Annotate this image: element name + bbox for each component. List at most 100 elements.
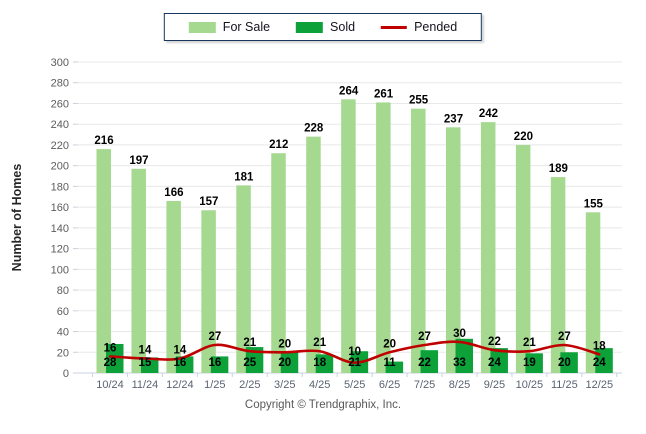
- y-axis-tick-label: 240: [51, 119, 69, 131]
- sold-value-label: 24: [488, 357, 501, 369]
- sold-bar: [420, 350, 439, 373]
- legend-item-pended: Pended: [381, 20, 457, 34]
- x-axis-label: 11/24: [132, 379, 159, 391]
- y-axis-title: Number of Homes: [10, 164, 24, 272]
- pended-value-label: 27: [208, 331, 221, 343]
- pended-value-label: 14: [174, 344, 187, 356]
- x-axis-label: 5/25: [344, 379, 365, 391]
- pended-value-label: 14: [139, 344, 152, 356]
- copyright-text: Copyright © Trendgraphix, Inc.: [244, 399, 402, 411]
- y-axis-tick-label: 220: [51, 140, 69, 152]
- for-sale-swatch-icon: [188, 21, 216, 33]
- y-axis-tick-label: 280: [51, 78, 69, 90]
- y-axis-tick-label: 80: [57, 285, 69, 297]
- sold-bar: [245, 347, 264, 373]
- for-sale-bar: [585, 212, 601, 373]
- sold-bar: [140, 357, 159, 373]
- legend: For Sale Sold Pended: [163, 13, 483, 41]
- pended-value-label: 30: [453, 328, 466, 340]
- for-sale-bar: [411, 108, 426, 374]
- pended-value-label: 18: [593, 340, 606, 352]
- sold-value-label: 15: [139, 357, 152, 369]
- x-axis-label: 6/25: [379, 379, 400, 391]
- legend-item-for-sale: For Sale: [188, 20, 271, 34]
- for-sale-bar: [131, 168, 146, 373]
- for-sale-bar: [166, 200, 181, 373]
- y-axis-tick-label: 60: [57, 306, 69, 318]
- y-axis-tick-label: 300: [51, 57, 69, 69]
- for-sale-value-label: 197: [129, 155, 148, 167]
- y-axis-tick-label: 140: [51, 223, 69, 235]
- pended-value-label: 10: [348, 346, 361, 358]
- pended-value-label: 27: [558, 331, 571, 343]
- for-sale-value-label: 166: [164, 187, 183, 199]
- sold-value-label: 11: [384, 357, 397, 369]
- for-sale-bar: [550, 177, 566, 373]
- legend-label-pended: Pended: [414, 20, 458, 34]
- sold-bar: [106, 343, 124, 373]
- y-axis-tick-label: 0: [63, 368, 69, 380]
- for-sale-bar: [376, 102, 391, 374]
- sold-bar: [525, 353, 543, 373]
- for-sale-value-label: 181: [234, 171, 254, 183]
- pended-value-label: 21: [523, 337, 536, 349]
- legend-item-sold: Sold: [296, 20, 355, 34]
- x-axis-label: 8/25: [449, 379, 470, 391]
- sold-value-label: 18: [313, 357, 326, 369]
- sold-value-label: 33: [453, 357, 466, 369]
- sold-value-label: 21: [348, 357, 361, 369]
- x-axis-label: 7/25: [414, 379, 435, 391]
- sold-value-label: 28: [104, 357, 117, 369]
- pended-value-label: 16: [104, 342, 117, 354]
- x-axis-label: 12/24: [166, 379, 194, 391]
- sold-swatch-icon: [296, 21, 324, 33]
- for-sale-value-label: 242: [479, 108, 498, 120]
- for-sale-bar: [96, 149, 111, 373]
- sold-value-label: 20: [558, 357, 571, 369]
- for-sale-value-label: 220: [514, 131, 533, 143]
- sold-bar: [210, 356, 229, 373]
- sold-value-label: 22: [418, 357, 431, 369]
- x-axis-label: 10/24: [96, 379, 124, 391]
- sold-bar: [280, 352, 299, 373]
- legend-label-sold: Sold: [330, 20, 356, 34]
- sold-value-label: 25: [243, 357, 256, 369]
- x-axis-label: 3/25: [274, 379, 295, 391]
- for-sale-bar: [446, 127, 461, 373]
- sold-bar: [455, 338, 473, 373]
- legend-label-for-sale: For Sale: [222, 20, 271, 34]
- for-sale-value-label: 264: [339, 85, 359, 97]
- x-axis-label: 1/25: [204, 379, 225, 391]
- for-sale-bar: [480, 122, 496, 373]
- x-axis-label: 2/25: [239, 379, 260, 391]
- for-sale-bar: [341, 99, 356, 373]
- for-sale-value-label: 261: [374, 88, 394, 100]
- sold-value-label: 16: [174, 357, 187, 369]
- for-sale-value-label: 255: [409, 95, 429, 107]
- pended-value-label: 21: [313, 337, 326, 349]
- sold-bar: [385, 361, 404, 373]
- y-axis-tick-label: 260: [51, 98, 69, 110]
- pended-line-swatch-icon: [381, 25, 408, 29]
- for-sale-value-label: 157: [199, 196, 218, 208]
- pended-value-label: 22: [488, 336, 501, 348]
- pended-value-label: 21: [243, 337, 256, 349]
- x-axis-label: 12/25: [586, 379, 614, 391]
- sold-value-label: 19: [523, 357, 536, 369]
- sold-bar: [560, 352, 578, 373]
- sold-bar: [490, 348, 508, 373]
- for-sale-value-label: 237: [444, 113, 463, 125]
- pended-value-label: 20: [278, 338, 291, 350]
- for-sale-bar: [515, 144, 531, 373]
- for-sale-value-label: 155: [584, 198, 604, 210]
- sold-bar: [175, 356, 194, 373]
- pended-line: [108, 340, 601, 364]
- pended-value-label: 20: [383, 338, 396, 350]
- for-sale-value-label: 189: [549, 163, 568, 175]
- for-sale-bar: [201, 210, 216, 373]
- x-axis-label: 9/25: [484, 379, 505, 391]
- x-axis-label: 11/25: [551, 379, 578, 391]
- y-axis-tick-label: 200: [51, 161, 69, 173]
